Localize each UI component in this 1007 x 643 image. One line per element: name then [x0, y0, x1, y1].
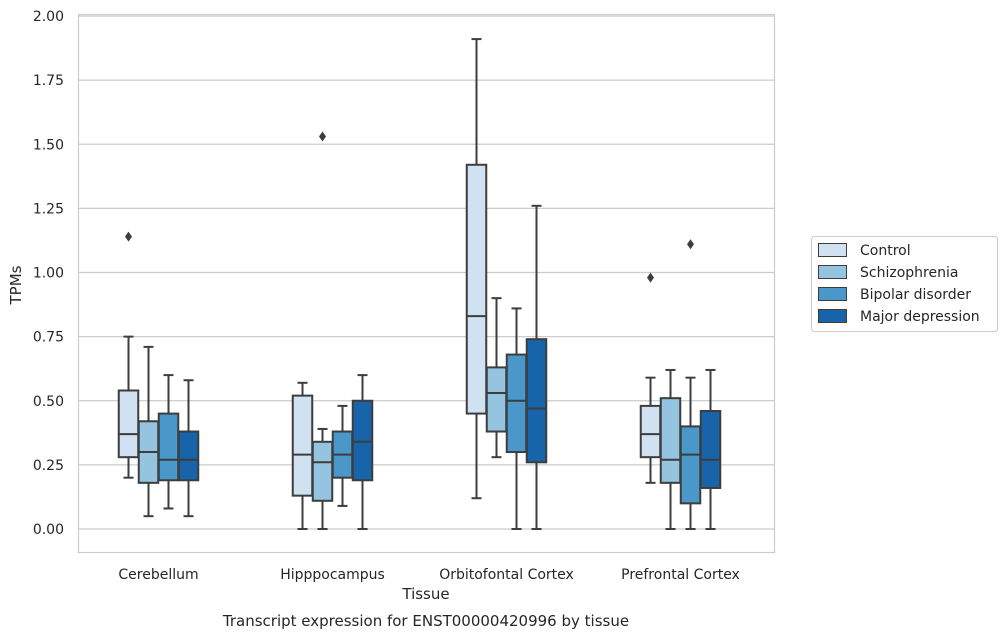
- box-group: [117, 231, 140, 479]
- y-tick-label: 0.50: [33, 394, 64, 410]
- box-body: [485, 366, 508, 433]
- box-group: [331, 404, 354, 507]
- y-tick-label: 1.00: [33, 266, 64, 282]
- box-body: [117, 389, 140, 459]
- box-body: [291, 394, 314, 497]
- box-group: [311, 131, 334, 530]
- x-tick-label: Cerebellum: [118, 567, 198, 583]
- box-group: [485, 297, 508, 459]
- box-group: [291, 381, 314, 530]
- box-group: [137, 345, 160, 518]
- legend-swatch: [818, 265, 847, 279]
- box-body: [505, 353, 528, 454]
- box-group: [177, 379, 200, 518]
- legend-swatch: [818, 287, 847, 301]
- box-body: [351, 399, 374, 482]
- x-tick-label: Orbitofontal Cortex: [439, 567, 574, 583]
- y-tick-label: 1.50: [33, 137, 64, 153]
- y-tick-label: 1.75: [33, 73, 64, 89]
- outlier-point: [687, 239, 694, 250]
- legend: Control Schizophrenia Bipolar disorder Majo…: [811, 236, 998, 332]
- box-body: [465, 163, 488, 415]
- y-axis-label: TPMs: [7, 265, 25, 305]
- outlier-point: [125, 231, 132, 242]
- y-tick-label: 0.25: [33, 458, 64, 474]
- y-tick-label: 0.75: [33, 330, 64, 346]
- box-group: [351, 374, 374, 530]
- box-group: [679, 239, 702, 530]
- plot-frame: [77, 13, 776, 554]
- box-group: [525, 204, 548, 530]
- x-tick-label: Hipppocampus: [280, 567, 385, 583]
- legend-swatch: [818, 243, 847, 257]
- outlier-point: [647, 272, 654, 283]
- box-group: [639, 272, 662, 484]
- box-body: [679, 425, 702, 505]
- legend-label: Major depression: [860, 309, 980, 325]
- legend-label: Schizophrenia: [860, 265, 958, 281]
- y-tick-label: 1.25: [33, 201, 64, 217]
- box-group: [157, 374, 180, 510]
- boxes: [117, 38, 722, 530]
- box-body: [639, 404, 662, 459]
- box-group: [505, 307, 528, 530]
- box-body: [699, 410, 722, 489]
- x-tick-labels: Cerebellum Hipppocampus Orbitofontal Corte…: [118, 567, 739, 583]
- x-tick-label: Prefrontal Cortex: [621, 567, 740, 583]
- chart-caption: Transcript expression for ENST0000042099…: [222, 612, 629, 630]
- legend-swatch: [818, 309, 847, 323]
- legend-label: Bipolar disorder: [860, 287, 971, 303]
- y-tick-labels: 0.00 0.25 0.50 0.75 1.00 1.25 1.50 1.75 2.00: [33, 9, 64, 538]
- box-body: [659, 397, 682, 484]
- box-body: [311, 440, 334, 502]
- x-axis-label: Tissue: [401, 585, 449, 603]
- y-tick-label: 0.00: [33, 522, 64, 538]
- legend-label: Control: [860, 243, 911, 259]
- box-group: [659, 368, 682, 530]
- box-body: [177, 430, 200, 482]
- y-tick-label: 2.00: [33, 9, 64, 25]
- box-group: [699, 368, 722, 530]
- box-group: [465, 38, 488, 500]
- legend-frame: [811, 236, 998, 332]
- outlier-point: [319, 131, 326, 142]
- box-body: [157, 412, 180, 482]
- box-body: [525, 338, 548, 464]
